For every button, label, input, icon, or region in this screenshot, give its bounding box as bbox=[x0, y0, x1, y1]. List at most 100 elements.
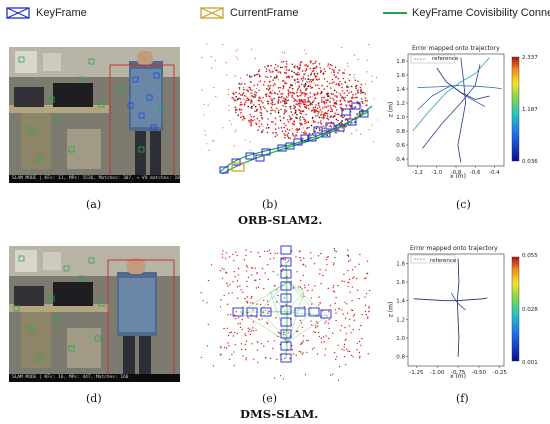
map-point bbox=[293, 97, 295, 100]
map-point bbox=[303, 99, 305, 101]
panel-label-d: (d) bbox=[86, 392, 102, 405]
map-point bbox=[310, 257, 312, 260]
map-point bbox=[250, 75, 253, 78]
map-point bbox=[301, 80, 304, 82]
map-point bbox=[289, 137, 292, 140]
map-point bbox=[237, 274, 240, 276]
map-point bbox=[316, 321, 318, 323]
map-point bbox=[268, 126, 270, 129]
map-point bbox=[285, 100, 288, 102]
keyframe-icon bbox=[280, 281, 292, 291]
map-point bbox=[280, 93, 282, 95]
map-point bbox=[323, 88, 326, 90]
map-point bbox=[296, 91, 298, 93]
map-point bbox=[327, 256, 329, 258]
map-point bbox=[239, 322, 241, 325]
map-point bbox=[286, 96, 288, 98]
map-point bbox=[227, 314, 229, 316]
map-point bbox=[344, 81, 346, 83]
map-point bbox=[344, 119, 347, 121]
map-point bbox=[341, 90, 344, 92]
map-point bbox=[325, 99, 327, 102]
map-point bbox=[226, 327, 228, 329]
map-point bbox=[323, 341, 325, 343]
panel-label-a: (a) bbox=[86, 198, 102, 211]
map-point bbox=[290, 111, 293, 113]
map-point bbox=[232, 281, 234, 283]
map-point bbox=[293, 71, 295, 74]
map-point bbox=[246, 266, 249, 268]
map-point bbox=[254, 119, 256, 121]
map-point bbox=[273, 257, 275, 259]
map-point bbox=[306, 351, 308, 354]
map-point bbox=[244, 83, 246, 85]
map-point bbox=[301, 288, 303, 290]
map-point bbox=[317, 93, 319, 95]
map-point bbox=[241, 318, 243, 321]
map-point bbox=[291, 75, 293, 78]
map-point bbox=[251, 267, 254, 269]
map-point bbox=[321, 111, 323, 113]
map-point bbox=[303, 73, 305, 76]
map-point bbox=[280, 61, 283, 63]
map-point bbox=[290, 84, 292, 86]
map-point bbox=[259, 255, 261, 258]
map-point bbox=[350, 354, 353, 356]
map-point bbox=[299, 116, 302, 118]
map-point bbox=[336, 95, 338, 97]
map-point bbox=[222, 256, 224, 258]
map-point bbox=[356, 113, 358, 115]
reference-series bbox=[436, 67, 490, 100]
map-point bbox=[323, 127, 325, 129]
colorbar-min-c: 0.036 bbox=[522, 159, 538, 165]
map-point bbox=[229, 284, 231, 286]
map-point bbox=[365, 313, 367, 316]
map-point bbox=[339, 329, 342, 332]
map-point bbox=[313, 263, 316, 265]
map-point bbox=[263, 288, 265, 290]
map-point bbox=[314, 130, 316, 133]
map-point bbox=[277, 274, 279, 276]
map-point bbox=[261, 130, 263, 133]
map-point bbox=[296, 131, 298, 133]
map-point bbox=[305, 64, 308, 66]
map-point bbox=[291, 70, 293, 73]
map-point bbox=[331, 110, 334, 113]
map-point bbox=[258, 103, 260, 106]
map-point bbox=[233, 365, 235, 367]
map-point bbox=[236, 280, 238, 282]
map-point bbox=[316, 110, 319, 112]
map-point bbox=[347, 86, 350, 88]
map-point bbox=[338, 307, 340, 310]
map-point bbox=[333, 291, 336, 293]
map-point bbox=[277, 294, 279, 297]
covisibility-legend-label: KeyFrame Covisibility Connect bbox=[412, 7, 550, 19]
map-point bbox=[232, 253, 234, 256]
map-point bbox=[234, 106, 237, 109]
map-point bbox=[341, 280, 343, 282]
map-point bbox=[359, 355, 361, 358]
map-point bbox=[344, 301, 346, 304]
map-point bbox=[273, 91, 276, 94]
map-point bbox=[317, 84, 319, 87]
map-point bbox=[275, 132, 277, 134]
map-point bbox=[291, 114, 294, 116]
map-point bbox=[330, 72, 332, 74]
map-point bbox=[340, 103, 343, 105]
map-point bbox=[338, 122, 340, 125]
point-cloud-e bbox=[200, 245, 371, 381]
map-point bbox=[277, 98, 280, 101]
map-point bbox=[288, 129, 291, 131]
map-point bbox=[338, 92, 340, 94]
map-point bbox=[313, 72, 316, 75]
map-point bbox=[280, 108, 282, 111]
map-point bbox=[335, 131, 337, 134]
keyframe-icon bbox=[280, 293, 292, 303]
keyframe-icon bbox=[300, 134, 310, 142]
map-point bbox=[272, 121, 274, 123]
map-point bbox=[349, 100, 351, 103]
map-point bbox=[351, 132, 353, 134]
map-point bbox=[220, 353, 222, 355]
keyframe-icon bbox=[359, 110, 369, 118]
map-point bbox=[303, 103, 305, 106]
